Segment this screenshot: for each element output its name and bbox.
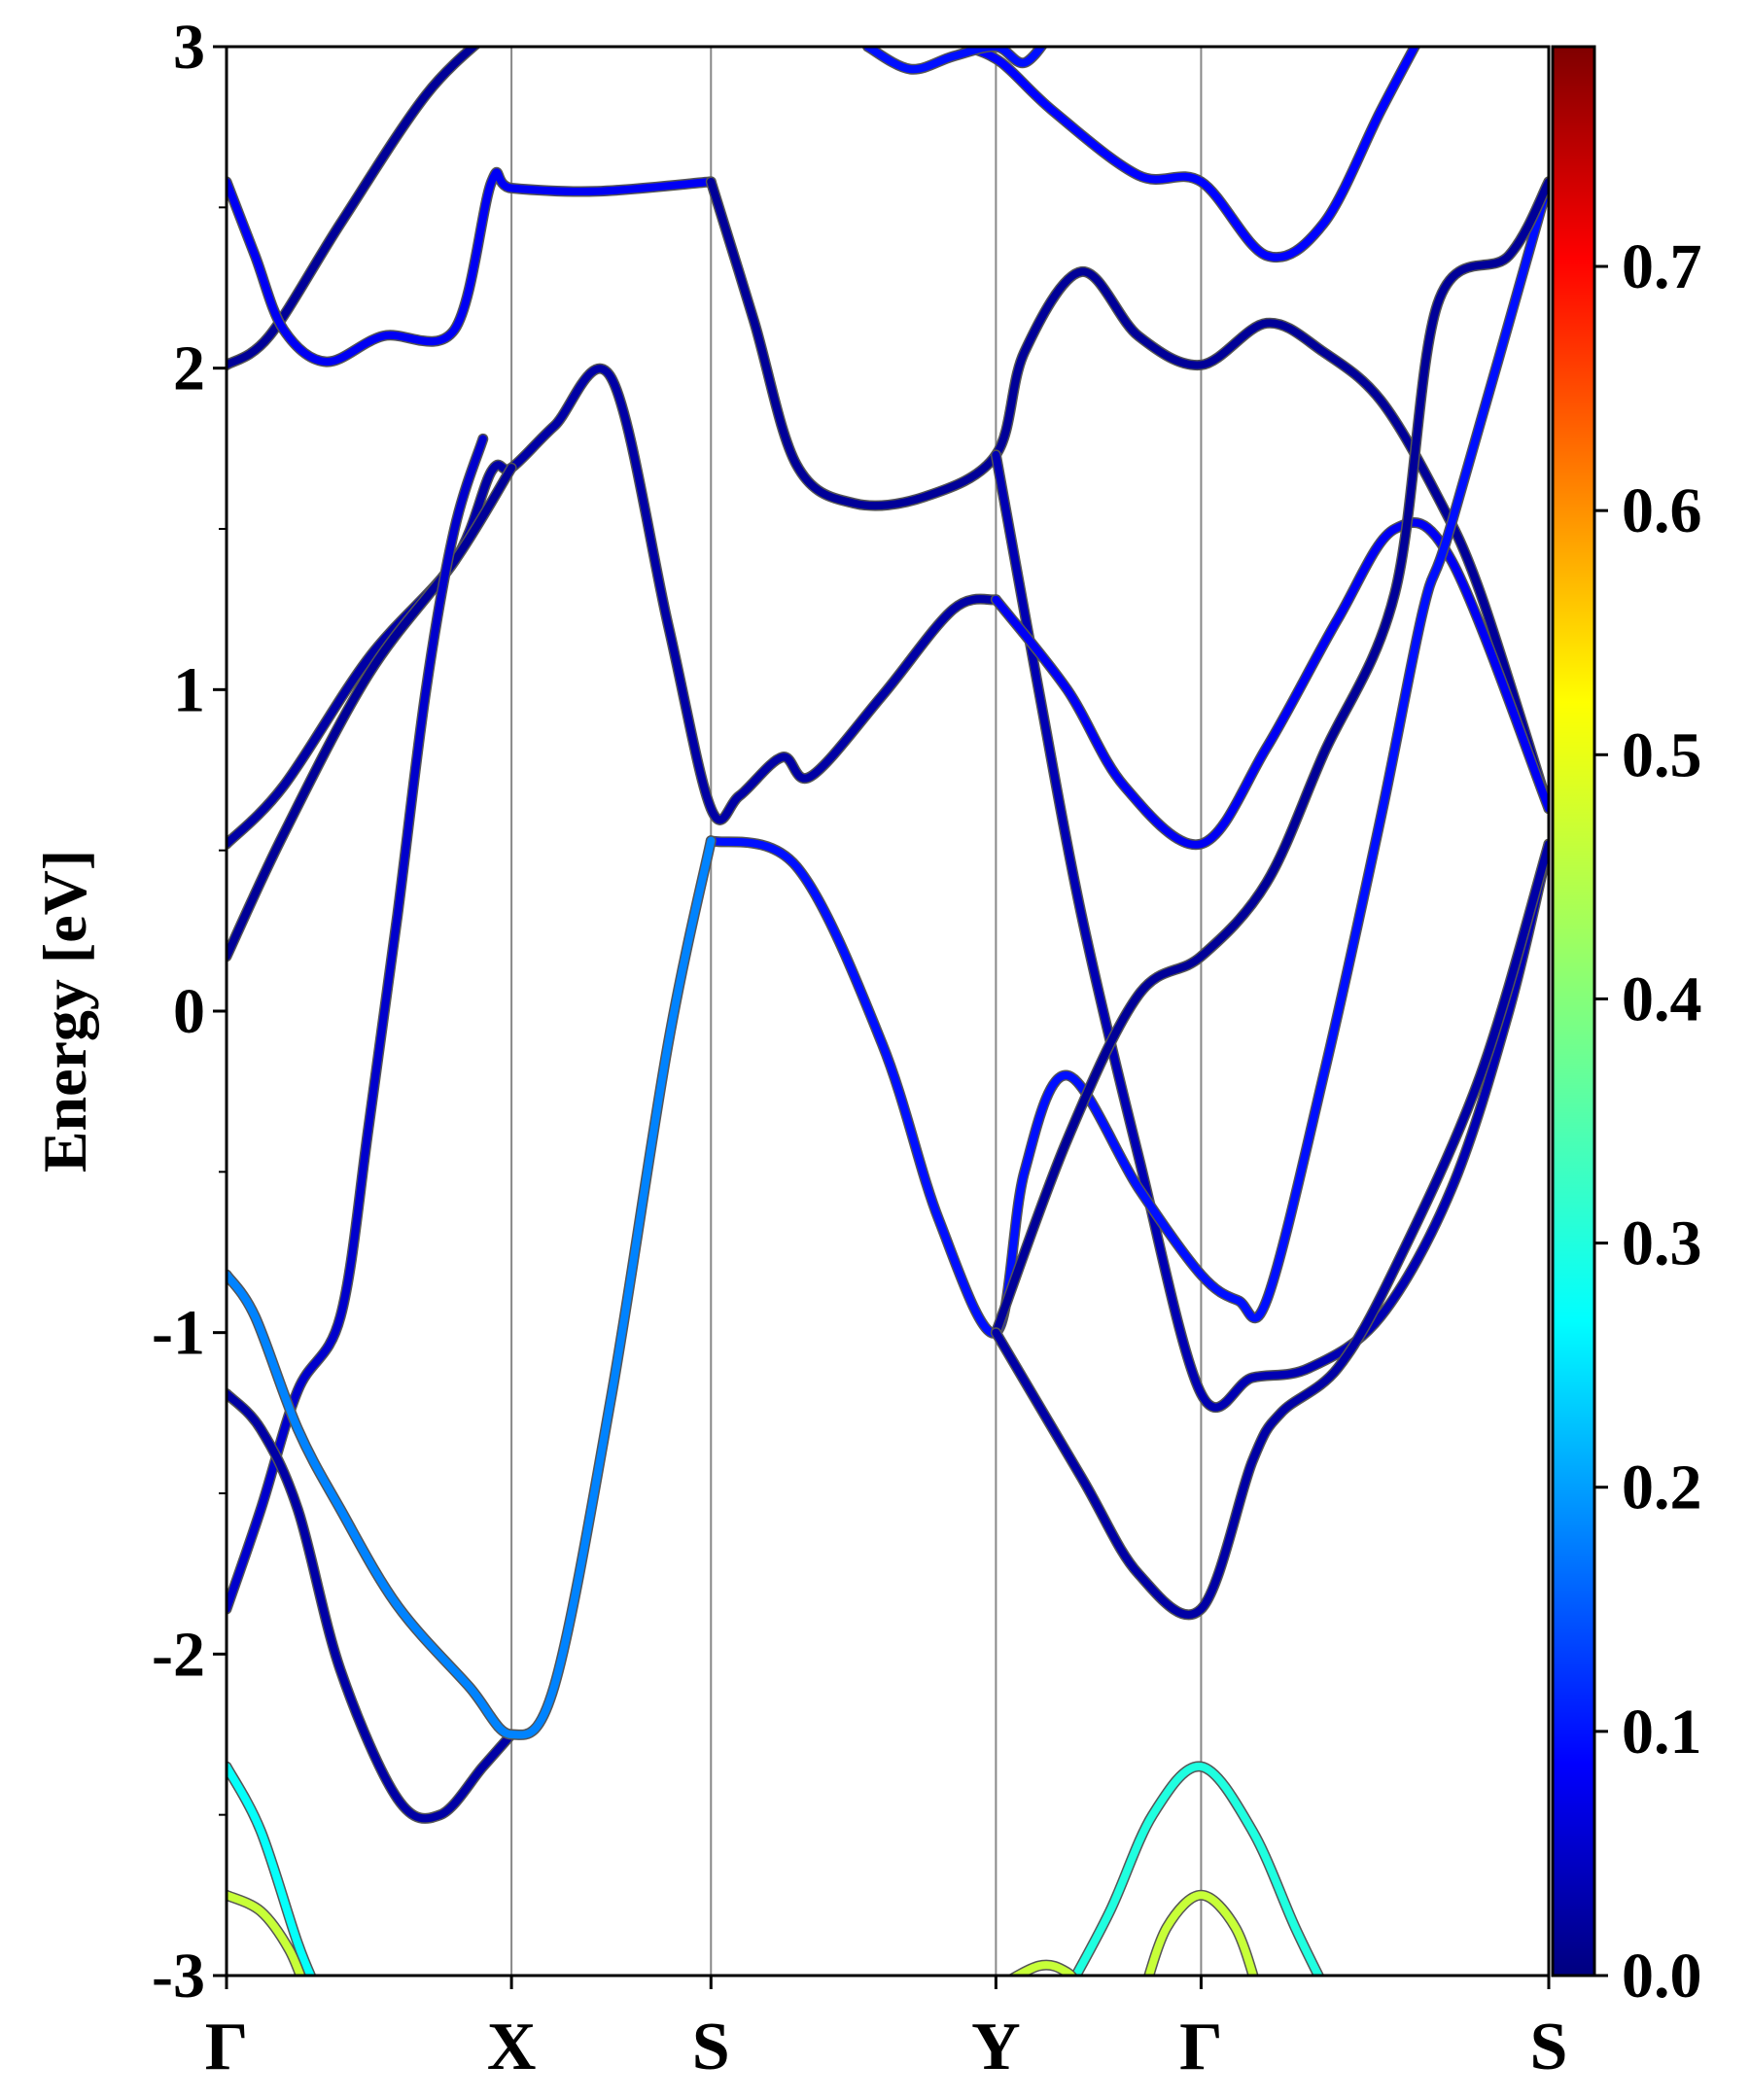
x-tick-label: S [1530,2010,1568,2084]
colorbar-ticks: 0.0 0.1 0.2 0.3 0.4 0.5 0.6 0.7 [1594,231,1702,2012]
y-tick-label: 1 [173,654,205,725]
band-outline [1069,1761,1325,1976]
band-outline [990,838,1549,1621]
x-tick-label: Γ [205,2010,249,2084]
y-tick-label: -3 [152,1941,205,2012]
band-line-2 [227,168,716,367]
band-outline [227,363,1001,850]
colorbar-gradient [1551,45,1596,1978]
kpoint-divider-lines [510,47,1203,1976]
band-line-5 [227,464,516,961]
band-lines [227,47,1549,1976]
band-line-12 [963,47,1419,262]
y-tick-label: 0 [173,976,205,1047]
y-axis-ticks: -3 -2 -1 0 1 2 3 [152,12,227,2012]
band-line-9 [707,177,1549,1338]
band-outline [227,1388,517,1824]
x-tick-label: Y [971,2010,1021,2084]
x-tick-label: X [487,2010,537,2084]
colorbar-tick-label: 0.4 [1622,963,1702,1034]
band-line-20 [1009,1961,1076,1976]
colorbar: 0.0 0.1 0.2 0.3 0.4 0.5 0.6 0.7 [1551,45,1702,2012]
band-line-17 [227,1891,305,1976]
colorbar-tick-label: 0.6 [1622,475,1702,546]
colorbar-tick-label: 0.1 [1622,1697,1702,1768]
colorbar-tick-label: 0.7 [1622,231,1702,302]
y-tick-label: -1 [152,1298,205,1369]
colorbar-tick-label: 0.3 [1622,1208,1702,1279]
band-outline [227,835,717,1740]
colorbar-tick-label: 0.5 [1622,719,1702,790]
band-line-19 [1144,1891,1258,1976]
colorbar-tick-label: 0.0 [1622,1941,1702,2012]
y-tick-label: 3 [173,12,205,83]
band-line-10 [992,177,1549,1337]
band-line-8 [992,518,1549,849]
band-outline [227,166,717,368]
band-line-15 [227,836,716,1739]
band-line-3 [707,177,1549,813]
band-line-4 [227,365,1000,849]
band-line-1 [227,47,479,369]
band-outline [990,517,1549,851]
band-line-14 [227,1389,516,1823]
band-line-18 [1071,1763,1323,1976]
band-line-7 [992,450,1549,1412]
band-line-16 [227,1763,315,1976]
y-tick-label: 2 [173,333,205,404]
band-line-13 [863,47,1046,74]
band-line-11 [992,840,1549,1619]
colorbar-tick-label: 0.2 [1622,1452,1702,1523]
y-tick-label: -2 [152,1619,205,1690]
x-tick-label: S [692,2010,730,2084]
y-axis-label: Energy [eV] [30,850,99,1172]
x-tick-label: Γ [1179,2010,1223,2084]
band-outline [962,47,1421,262]
plot-area: -3 -2 -1 0 1 2 3 Γ X S Y Γ S Energy [eV] [30,12,1567,2084]
